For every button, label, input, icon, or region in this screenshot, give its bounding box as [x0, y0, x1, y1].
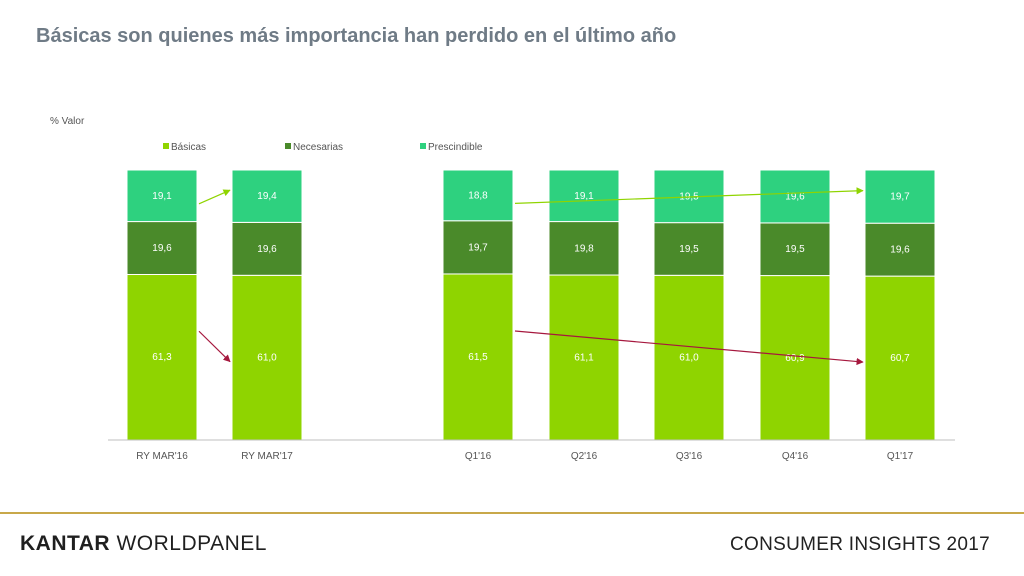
legend-label-1: Necesarias — [293, 142, 343, 153]
kantar-worldpanel-logo: KANTAR WORLDPANEL — [20, 532, 267, 556]
data-label: 19,1 — [574, 191, 594, 202]
legend-label-2: Prescindible — [428, 142, 483, 153]
bars-group: 61,3 19,6 19,1 61,0 19,6 19,4 61,5 19,7 18,8 61,1… — [126, 169, 936, 441]
bar-segment — [126, 273, 198, 441]
footer-right-text: CONSUMER INSIGHTS — [729, 534, 941, 555]
bar-segment — [442, 169, 514, 222]
data-label: 19,6 — [257, 244, 277, 255]
brand-sub: WORLDPANEL — [116, 532, 267, 555]
trend-arrow-down — [198, 330, 231, 363]
data-label: 19,1 — [152, 191, 172, 202]
bar-segment — [548, 169, 620, 223]
data-label: 18,8 — [468, 190, 488, 201]
bar-segment — [759, 222, 831, 277]
x-tick-label: RY MAR'17 — [241, 451, 293, 462]
bar-segment — [759, 169, 831, 224]
legend-swatch-0 — [163, 143, 169, 149]
bar-segment — [864, 169, 936, 224]
data-label: 19,6 — [890, 245, 910, 256]
data-label: 19,6 — [152, 243, 172, 254]
bar-segment — [442, 273, 514, 441]
consumer-insights-label: CONSUMER INSIGHTS 2017 — [730, 534, 990, 556]
legend-swatch-1 — [285, 143, 291, 149]
bar-segment — [126, 169, 198, 223]
x-tick-label: Q4'16 — [782, 451, 809, 462]
x-tick-label: Q3'16 — [676, 451, 703, 462]
x-tick-label: Q1'16 — [465, 451, 492, 462]
data-label: 61,0 — [679, 353, 699, 364]
page-title: Básicas son quienes más importancia han … — [36, 25, 677, 47]
bar-segment — [653, 274, 725, 441]
footer-divider — [0, 512, 1024, 514]
bar-segment — [126, 221, 198, 275]
data-label: 19,7 — [468, 242, 488, 253]
data-label: 61,0 — [257, 353, 277, 364]
x-tick-label: RY MAR'16 — [136, 451, 188, 462]
data-label: 19,5 — [785, 244, 805, 255]
trend-arrow-down — [514, 330, 864, 366]
data-label: 19,7 — [890, 192, 910, 203]
data-label: 61,5 — [468, 352, 488, 363]
bar-segment — [653, 222, 725, 276]
x-tick-label: Q2'16 — [571, 451, 598, 462]
data-label: 61,1 — [574, 353, 594, 364]
bar-segment — [864, 275, 936, 441]
legend-swatch-2 — [420, 143, 426, 149]
data-label: 19,8 — [574, 243, 594, 254]
x-tick-label: Q1'17 — [887, 451, 914, 462]
y-axis-label: % Valor — [50, 116, 85, 127]
stacked-bar-chart: % Valor Básicas Necesarias Prescindible 61… — [50, 116, 955, 462]
legend: Básicas Necesarias Prescindible — [163, 142, 483, 153]
data-label: 61,3 — [152, 352, 172, 363]
bar-segment — [548, 221, 620, 276]
trend-arrow-up — [514, 187, 864, 204]
brand-main: KANTAR — [20, 532, 111, 555]
data-label: 19,4 — [257, 191, 277, 202]
x-axis-ticks: RY MAR'16 RY MAR'17 Q1'16 Q2'16 Q3'16 Q4'16 Q1… — [136, 451, 913, 462]
data-label: 19,6 — [785, 191, 805, 202]
bar-segment — [231, 274, 303, 441]
trend-arrows — [198, 187, 864, 366]
data-label: 19,5 — [679, 244, 699, 255]
trend-arrow-up — [198, 189, 231, 205]
data-label: 60,7 — [890, 353, 910, 364]
bar-segment — [442, 220, 514, 275]
bar-segment — [864, 222, 936, 277]
legend-label-0: Básicas — [171, 142, 206, 153]
data-label: 60,9 — [785, 353, 805, 364]
bar-segment — [231, 169, 303, 223]
footer-year: 2017 — [946, 534, 990, 555]
